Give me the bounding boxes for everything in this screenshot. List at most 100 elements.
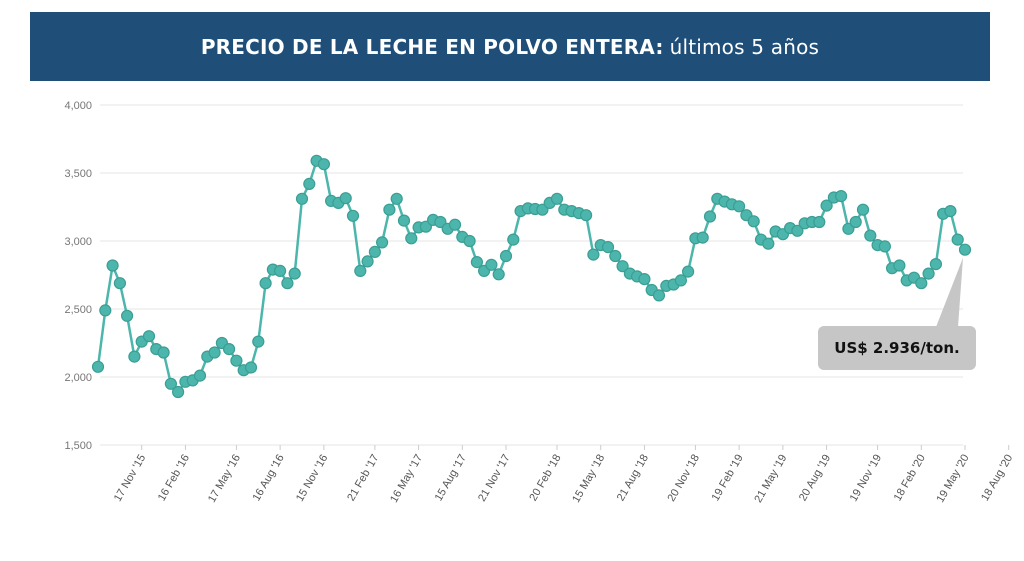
data-point (674, 274, 688, 287)
data-point (856, 203, 870, 216)
series-markers (91, 154, 972, 399)
y-tick-label: 4,000 (64, 100, 92, 112)
data-point (142, 330, 156, 343)
y-tick-label: 3,500 (64, 168, 92, 180)
data-point (703, 210, 717, 223)
x-tick-label: 18 Feb '20 (892, 453, 928, 504)
data-point (762, 237, 775, 250)
data-point (813, 215, 826, 229)
x-tick-label: 18 Aug '20 (979, 453, 1015, 504)
y-tick-label: 1,500 (64, 440, 92, 452)
chart-title-bold: PRECIO DE LA LECHE EN POLVO ENTERA: (200, 34, 664, 59)
x-tick-label: 21 May '19 (752, 453, 789, 505)
data-point (492, 268, 505, 281)
y-tick-label: 2,500 (64, 304, 92, 316)
y-tick-label: 3,000 (64, 236, 92, 248)
data-point (383, 203, 396, 216)
data-point (616, 260, 629, 273)
x-tick-label: 16 Feb '16 (156, 453, 192, 504)
callout-label: US$ 2.936/ton. (834, 339, 959, 357)
data-point (951, 233, 964, 246)
chart-title-banner: PRECIO DE LA LECHE EN POLVO ENTERA: últi… (30, 12, 990, 81)
data-point (157, 346, 170, 359)
data-point (638, 273, 651, 286)
data-point (791, 224, 804, 237)
data-point (223, 343, 236, 356)
x-tick-label: 19 Nov '19 (848, 453, 885, 504)
data-point (106, 259, 119, 272)
data-point (193, 369, 207, 382)
data-point (820, 199, 833, 212)
callout-box (818, 326, 976, 370)
x-tick-label: 15 Nov '16 (294, 453, 331, 504)
price-callout: US$ 2.936/ton. (818, 257, 976, 370)
data-point (915, 277, 928, 290)
data-point (208, 346, 221, 359)
data-point (354, 264, 367, 277)
data-point (317, 158, 330, 171)
x-tick-label: 16 Aug '16 (251, 453, 287, 504)
data-point (922, 267, 935, 280)
data-point (346, 209, 360, 222)
data-point (405, 232, 418, 245)
x-tick-label: 21 Nov '17 (476, 453, 513, 504)
data-point (834, 190, 848, 203)
data-point (368, 245, 381, 258)
grid-lines (100, 104, 963, 446)
x-tick-label: 20 Nov '18 (666, 453, 703, 504)
data-point (244, 361, 258, 374)
x-tick-label: 19 Feb '19 (710, 453, 746, 504)
data-point (681, 265, 695, 278)
y-axis: 1,500 2,000 2,500 3,000 3,500 4,000 (64, 100, 92, 452)
data-point (295, 192, 309, 205)
x-tick-label: 21 Feb '17 (345, 453, 381, 504)
data-point (732, 200, 746, 213)
data-point (274, 264, 287, 277)
x-tick-label: 20 Aug '19 (797, 453, 833, 504)
data-point (448, 218, 462, 231)
data-point (609, 249, 622, 263)
data-point (361, 255, 374, 268)
data-point (128, 350, 141, 363)
x-tick-label: 16 May '17 (388, 453, 425, 505)
data-point (499, 249, 513, 263)
x-axis: 17 Nov '15 16 Feb '16 17 May '16 16 Aug '16… (112, 445, 1015, 505)
x-tick-label: 19 May '20 (934, 453, 971, 505)
data-point (230, 354, 243, 367)
data-point (164, 377, 177, 390)
x-tick-label: 20 Feb '18 (527, 453, 563, 504)
data-point (390, 192, 403, 205)
x-tick-label: 17 May '16 (206, 453, 243, 505)
data-point (485, 258, 498, 271)
data-point (696, 231, 709, 244)
data-point (893, 259, 906, 272)
data-point (944, 205, 957, 218)
data-point (259, 277, 272, 290)
data-point (397, 214, 411, 227)
chart-title-light: últimos 5 años (669, 34, 820, 59)
callout-pointer (936, 257, 963, 327)
data-point (113, 277, 127, 290)
data-point (376, 236, 389, 249)
data-point (91, 360, 105, 373)
data-point (507, 233, 520, 246)
data-point (99, 304, 112, 317)
x-tick-label: 17 Nov '15 (112, 453, 149, 504)
data-point (587, 248, 600, 261)
x-tick-label: 15 May '18 (570, 453, 607, 505)
x-tick-label: 15 Aug '17 (433, 453, 469, 504)
data-point (172, 385, 185, 399)
y-tick-label: 2,000 (64, 372, 92, 384)
data-point (281, 277, 294, 290)
data-point (864, 229, 877, 242)
data-point (878, 240, 892, 253)
x-tick-label: 21 Aug '18 (615, 453, 651, 504)
data-point (601, 241, 615, 254)
data-point (652, 289, 666, 302)
data-point (470, 256, 483, 269)
data-point (252, 335, 265, 348)
data-point (550, 192, 564, 205)
data-point (463, 234, 476, 248)
data-point (288, 267, 301, 280)
